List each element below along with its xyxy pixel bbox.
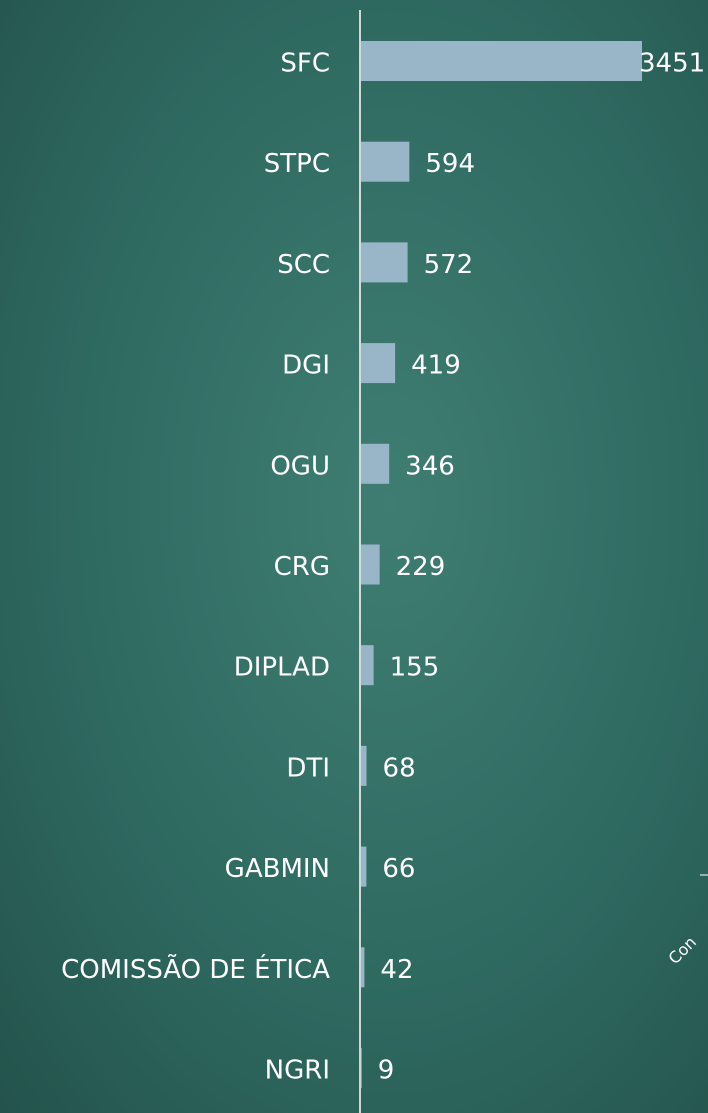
value-label: 346 (405, 451, 455, 481)
value-label: 419 (411, 351, 461, 381)
category-label: DTI (286, 753, 330, 783)
value-label: 572 (424, 250, 474, 280)
value-label: 68 (383, 753, 416, 783)
value-label: 594 (425, 149, 475, 179)
bar (361, 242, 408, 283)
bar (361, 645, 374, 686)
category-label: COMISSÃO DE ÉTICA (61, 953, 330, 985)
category-label: SFC (280, 49, 330, 79)
bar (361, 141, 410, 182)
bar (361, 947, 365, 988)
bar (361, 343, 396, 384)
value-label: 66 (382, 854, 415, 884)
bar (361, 544, 380, 585)
bar (361, 846, 367, 887)
bar (361, 41, 643, 81)
category-label: CRG (274, 552, 330, 582)
annotation: Con (665, 933, 700, 968)
value-label: 42 (380, 955, 413, 985)
bar (361, 443, 390, 484)
category-label: NGRI (265, 1056, 330, 1086)
category-label: OGU (270, 451, 330, 481)
category-label: SCC (277, 250, 330, 280)
category-label: DIPLAD (234, 653, 330, 683)
value-label: 155 (390, 653, 440, 683)
value-label: 3451 (639, 49, 705, 79)
category-label: GABMIN (225, 854, 330, 884)
category-label: DGI (282, 351, 330, 381)
bar (361, 1048, 362, 1088)
value-label: 9 (378, 1056, 395, 1086)
bar (361, 745, 367, 786)
value-label: 229 (396, 552, 446, 582)
category-label: STPC (264, 149, 330, 179)
